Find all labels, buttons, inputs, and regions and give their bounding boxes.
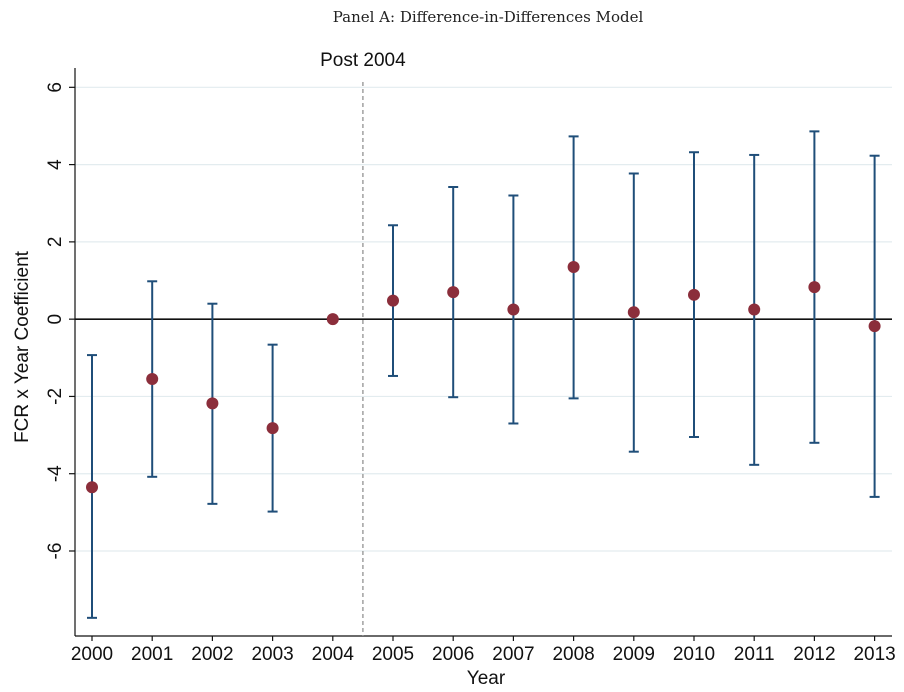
panel-title: Panel A: Difference-in-Differences Model — [333, 8, 644, 26]
coefficient-point — [808, 281, 821, 294]
x-axis-title: Year — [467, 668, 506, 689]
coefficient-point — [86, 481, 98, 494]
coefficient-point — [868, 320, 881, 333]
x-tick-label: 2004 — [312, 644, 355, 665]
x-tick-label: 2001 — [131, 644, 173, 665]
y-tick-label: 6 — [45, 82, 66, 93]
x-tick-label: 2013 — [853, 644, 895, 665]
coefficient-point — [688, 288, 700, 301]
y-axis-title: FCR x Year Coefficient — [12, 250, 33, 443]
post-2004-label: Post 2004 — [320, 50, 406, 71]
y-tick-label: -2 — [45, 388, 66, 405]
coefficient-point — [567, 260, 580, 273]
coefficient-point — [146, 373, 159, 386]
axes: 6 4 2 0 -2 -4 -6 2000 2001 2002 2003 2004 2005 2006 20… — [45, 68, 896, 665]
x-tick-label: 2003 — [251, 644, 293, 665]
post-marker: Post 2004 — [320, 50, 406, 636]
coefficient-point — [206, 397, 219, 410]
x-tick-label: 2010 — [673, 644, 715, 665]
y-tick-label: -6 — [45, 543, 66, 560]
y-tick-label: 0 — [45, 314, 66, 325]
coefficient-point — [627, 306, 640, 319]
x-tick-label: 2011 — [734, 644, 775, 665]
x-tick-label: 2000 — [71, 644, 113, 665]
data-series — [86, 130, 881, 619]
coefficient-point — [447, 286, 460, 299]
x-tick-label: 2006 — [432, 644, 474, 665]
x-tick-label: 2007 — [492, 644, 534, 665]
coefficient-point — [387, 294, 399, 307]
x-tick-label: 2005 — [372, 644, 414, 665]
x-tick-label: 2009 — [613, 644, 655, 665]
coefficient-point — [748, 303, 761, 316]
x-tick-label: 2012 — [793, 644, 835, 665]
y-tick-label: -4 — [45, 465, 66, 482]
coefficient-point — [507, 303, 520, 316]
coefficient-point — [266, 422, 279, 435]
y-tick-label: 2 — [45, 237, 66, 248]
y-tick-label: 4 — [45, 159, 66, 170]
grid-lines — [75, 86, 892, 552]
x-tick-label: 2008 — [552, 644, 594, 665]
coefficient-point — [326, 313, 339, 326]
x-tick-label: 2002 — [191, 644, 233, 665]
